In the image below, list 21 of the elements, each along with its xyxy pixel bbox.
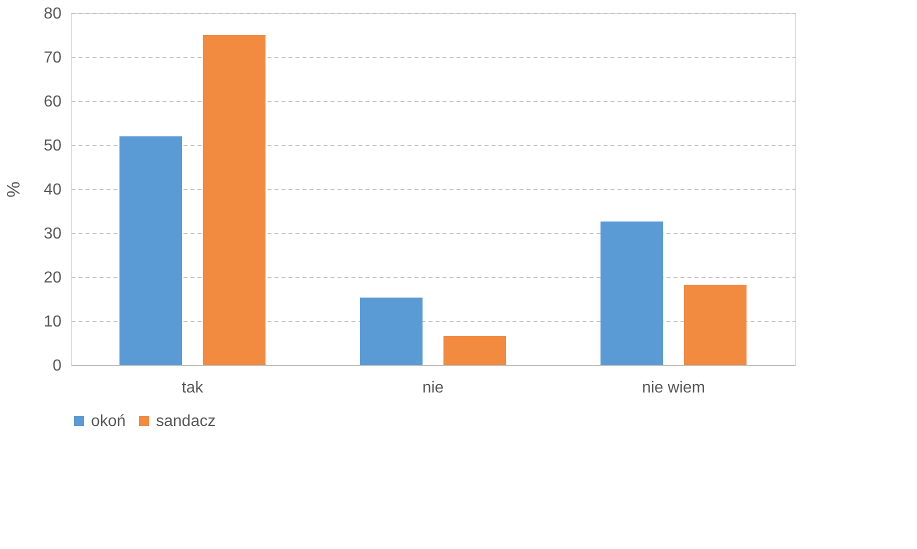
y-tick-label: 80	[44, 6, 62, 22]
x-tick-label: tak	[182, 380, 204, 396]
bar	[119, 136, 182, 365]
bar	[443, 336, 506, 365]
bar	[684, 284, 747, 365]
y-tick-label: 10	[44, 314, 62, 330]
y-tick-label: 20	[44, 270, 62, 286]
bar	[600, 222, 664, 365]
legend-label: sandacz	[156, 413, 216, 430]
bar	[360, 298, 423, 365]
y-tick-label: 70	[44, 50, 62, 66]
x-tick-label: nie wiem	[642, 380, 706, 396]
y-tick-label: 60	[44, 94, 62, 110]
y-tick-label: 50	[44, 138, 62, 154]
legend-label: okoń	[91, 413, 126, 430]
x-tick-label: nie	[422, 380, 444, 396]
bar	[202, 35, 266, 365]
y-axis-title: %	[4, 181, 24, 198]
y-tick-label: 30	[44, 226, 62, 242]
y-tick-label: 40	[44, 182, 62, 198]
y-tick-label: 0	[52, 358, 62, 374]
